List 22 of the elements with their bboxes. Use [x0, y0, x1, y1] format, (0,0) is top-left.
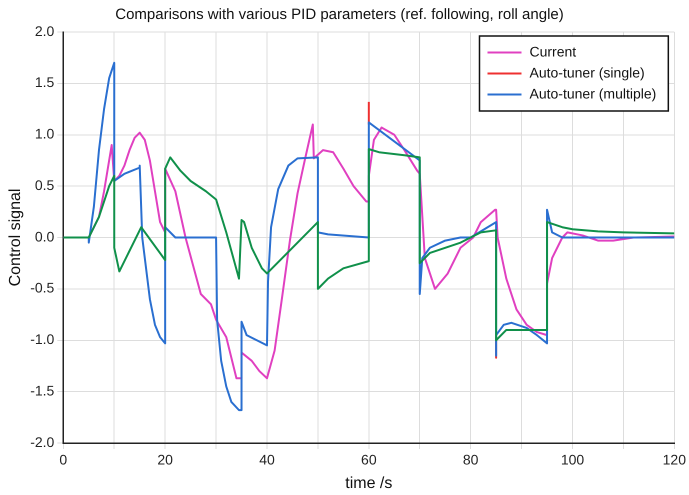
legend-label: Current	[529, 43, 576, 60]
x-axis-title: time /s	[345, 474, 392, 492]
y-tick-label: -1.0	[30, 331, 55, 348]
chart-title: Comparisons with various PID parameters (ref. following, roll angle)	[115, 6, 564, 24]
x-tick-label: 40	[259, 451, 275, 468]
x-tick-label: 80	[462, 451, 479, 468]
x-tick-label: 60	[361, 451, 377, 468]
y-tick-label: -1.5	[30, 382, 55, 398]
y-tick-label: -2.0	[30, 434, 55, 450]
x-tick-label: 120	[662, 451, 686, 468]
y-tick-label: 1.0	[34, 126, 55, 142]
y-tick-label: 0.5	[34, 176, 55, 193]
legend-label: Auto-tuner (multiple)	[529, 85, 656, 102]
x-tick-label: 100	[560, 451, 584, 468]
y-tick-label: -0.5	[30, 280, 55, 296]
y-tick-label: 1.5	[34, 74, 55, 90]
y-axis-title: Control signal	[7, 188, 24, 286]
x-tick-label: 20	[157, 451, 174, 468]
y-tick-label: 2.0	[34, 22, 55, 39]
legend-label: Auto-tuner (single)	[529, 64, 645, 80]
y-tick-label: 0.0	[34, 228, 55, 244]
x-tick-label: 0	[59, 451, 68, 468]
